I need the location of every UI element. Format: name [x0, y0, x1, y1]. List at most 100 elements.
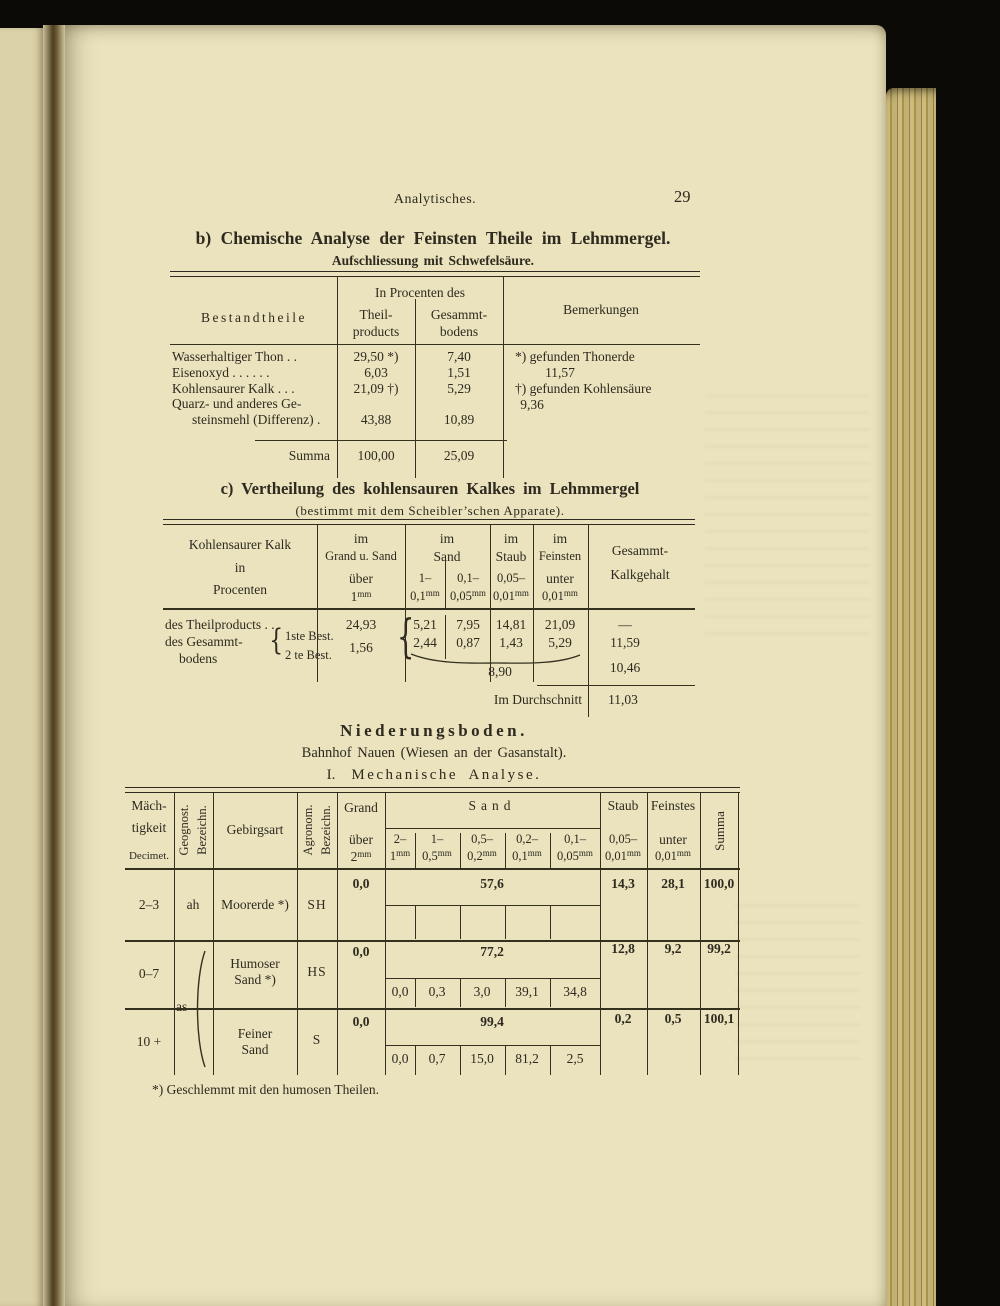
- cell-value: 7,95: [456, 617, 480, 632]
- col-group-sand: Sand: [468, 798, 516, 813]
- col-header: 0,1–: [564, 832, 586, 846]
- col-header: Kohlensaurer Kalk: [188, 537, 292, 552]
- col-header: 2–: [393, 832, 407, 846]
- section-c-subtitle: (bestimmt mit dem Scheibler’schen Appara…: [295, 503, 565, 518]
- book-page: [65, 25, 886, 1306]
- col-header: Staub: [607, 798, 639, 813]
- cell-value: 0,0: [352, 944, 370, 959]
- cell-gebirgsart: Sand *): [234, 972, 276, 987]
- cell-value: 29,50 *): [353, 349, 399, 364]
- table-rule: [213, 793, 215, 1075]
- col-header: 0,1–: [457, 571, 479, 585]
- section-b-subtitle: Aufschliessung mit Schwefelsäure.: [331, 253, 535, 268]
- cell-value: 14,3: [611, 876, 635, 891]
- cell-value: 1,56: [349, 640, 373, 655]
- table-rule: [255, 440, 507, 442]
- book-gutter-shadow: [43, 25, 65, 1306]
- col-header: 2mm: [350, 849, 372, 864]
- col-header: 0,05–: [496, 571, 526, 585]
- col-header: unter: [546, 571, 574, 586]
- cell-maechtigkeit: 0–7: [138, 966, 160, 981]
- table-rule: [600, 793, 602, 1075]
- cell-value: 0,0: [352, 1014, 370, 1029]
- table-rule: [317, 525, 319, 682]
- cell-agronom: S: [312, 1032, 322, 1047]
- table-rule: [385, 828, 600, 830]
- row-label: des Theilproducts . . .: [165, 617, 282, 632]
- cell-maechtigkeit: 10 +: [136, 1034, 162, 1049]
- col-header: 0,01mm: [655, 848, 691, 863]
- col-header: 1mm: [350, 589, 372, 604]
- col-header: 1mm: [389, 848, 411, 863]
- table-rule: [174, 793, 176, 1075]
- table-rule: [337, 276, 339, 478]
- section-b-title: b) Chemische Analyse der Feinsten Theile…: [195, 228, 671, 248]
- col-header: im: [552, 531, 568, 546]
- remark: †) gefunden Kohlensäure: [515, 381, 652, 396]
- table-rule: [125, 1008, 740, 1010]
- cell-value: 0,0: [391, 984, 409, 999]
- cell-value: 28,1: [661, 876, 685, 891]
- cell-value: 12,8: [611, 941, 635, 956]
- col-header-agronom: Agronom. Bezeichn.: [301, 804, 334, 856]
- col-header-bemerkungen: Bemerkungen: [563, 302, 639, 317]
- cell-value: 100,1: [703, 1011, 735, 1026]
- cell-value: 0,87: [456, 635, 480, 650]
- col-header: Sand: [433, 549, 461, 564]
- col-header: 0,2–: [516, 832, 538, 846]
- row-label: bodens: [179, 651, 218, 666]
- col-header: über: [349, 571, 373, 586]
- table-rule: [385, 905, 600, 907]
- cell-geognost: ah: [186, 897, 200, 912]
- left-page-edge: [0, 28, 43, 1306]
- cell-value: —: [618, 617, 632, 632]
- col-header-summa: Summa: [712, 811, 727, 851]
- cell-value: 15,0: [470, 1051, 494, 1066]
- col-header: Grand: [344, 800, 378, 815]
- col-header: Feinstes: [650, 798, 696, 813]
- col-header: 0,05mm: [557, 848, 593, 863]
- cell-geognost-group: as: [176, 999, 188, 1014]
- col-header: 0,01mm: [493, 588, 529, 603]
- cell-value: 39,1: [515, 984, 539, 999]
- col-header: 0,05–: [608, 832, 638, 846]
- table-rule: [125, 940, 740, 942]
- col-header: tigkeit: [131, 820, 167, 835]
- remark: 11,57: [545, 365, 575, 380]
- col-group-header: In Procenten des: [375, 285, 465, 300]
- table-rule: [533, 525, 535, 682]
- bleedthrough-smudge: [735, 890, 860, 1060]
- grouping-brace: {: [396, 609, 415, 663]
- cell-value: 2,44: [413, 635, 437, 650]
- cell-value: 0,0: [391, 1051, 409, 1066]
- average-value: 11,03: [608, 692, 638, 707]
- table-rule: [405, 525, 407, 682]
- cell-value: 5,21: [413, 617, 437, 632]
- cell-value: 10,89: [443, 412, 475, 427]
- cell-agronom: SH: [307, 897, 327, 912]
- col-header: 0,1mm: [512, 848, 542, 863]
- row-label: Quarz- und anderes Ge-: [172, 396, 302, 411]
- summa-value: 25,09: [443, 448, 475, 463]
- table-rule: [337, 793, 339, 1075]
- col-header: Procenten: [213, 582, 267, 597]
- col-header-gesammtbodens: Gesammt-: [430, 307, 488, 322]
- cell-value: 0,3: [428, 984, 446, 999]
- row-label: Eisenoxyd . . . . . .: [172, 365, 270, 380]
- cell-value: 21,09 †): [353, 381, 399, 396]
- col-header: im: [353, 531, 369, 546]
- table-rule: [385, 793, 387, 1075]
- table-rule: [700, 793, 702, 1075]
- table-rule: [125, 787, 740, 793]
- table-rule: [170, 271, 700, 277]
- analysis-heading: I. Mechanische Analyse.: [326, 767, 542, 783]
- table-rule: [297, 793, 299, 1075]
- cell-value: 57,6: [480, 876, 504, 891]
- col-header-geognost: Geognost. Bezeichn.: [177, 804, 210, 856]
- col-header: Gebirgsart: [226, 822, 284, 837]
- cell-value: 5,29: [548, 635, 572, 650]
- stacked-page-edges: [886, 88, 936, 1306]
- col-header: in: [234, 560, 246, 575]
- col-header: Feinsten: [538, 549, 582, 563]
